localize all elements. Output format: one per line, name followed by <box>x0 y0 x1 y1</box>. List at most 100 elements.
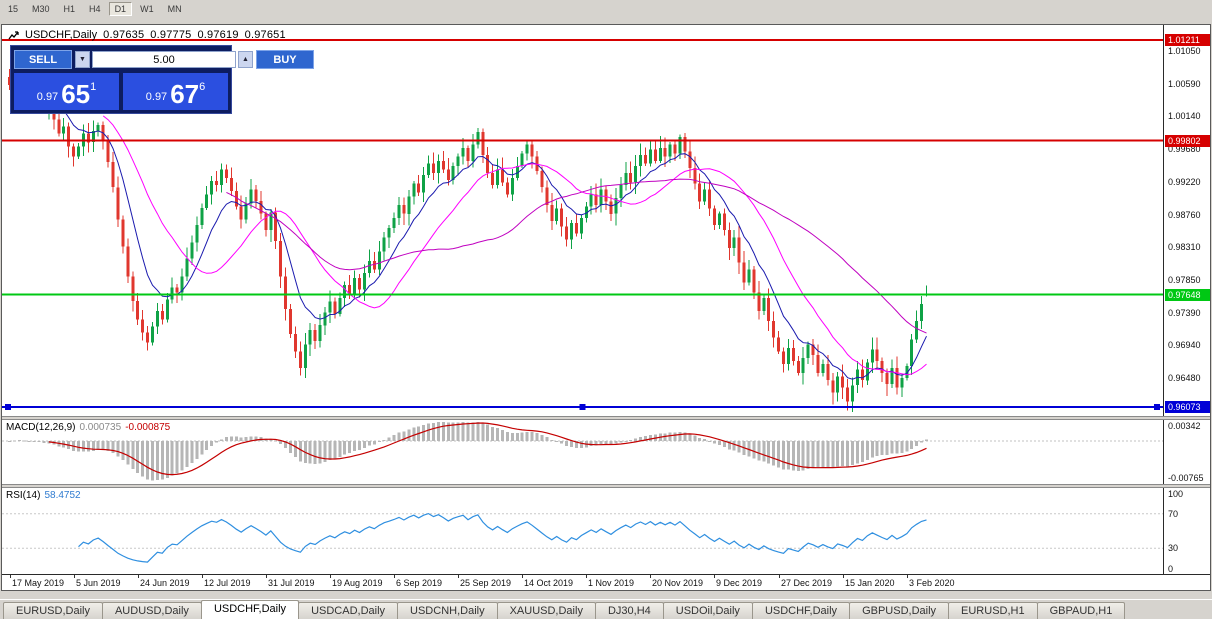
chart-tab-usdcnh-daily[interactable]: USDCNH,Daily <box>397 602 498 619</box>
buy-button[interactable]: BUY <box>256 50 314 69</box>
date-axis-tick <box>779 575 780 578</box>
chart-tab-eurusd-h1[interactable]: EURUSD,H1 <box>948 602 1038 619</box>
timeframe-button-m30[interactable]: M30 <box>32 3 50 14</box>
date-axis-label: 3 Feb 2020 <box>909 578 955 588</box>
volume-increase-button[interactable]: ▲ <box>238 51 253 68</box>
price-axis-tick: 0.96940 <box>1168 340 1201 350</box>
panel-divider[interactable] <box>2 416 1210 420</box>
price-axis-tick: 0.99680 <box>1168 144 1201 154</box>
price-line-badge: 0.96073 <box>1165 401 1210 413</box>
date-axis-tick <box>907 575 908 578</box>
sell-button[interactable]: SELL <box>14 50 72 69</box>
date-axis-label: 5 Jun 2019 <box>76 578 121 588</box>
date-axis-label: 1 Nov 2019 <box>588 578 635 588</box>
chart-tab-usdcad-daily[interactable]: USDCAD,Daily <box>298 602 399 619</box>
ma-line-20[interactable] <box>102 115 927 376</box>
chart-tab-dj30-h4[interactable]: DJ30,H4 <box>594 602 664 619</box>
price-axis-tick: 0.97390 <box>1168 308 1201 318</box>
chart-tab-audusd-daily[interactable]: AUDUSD,Daily <box>101 602 202 619</box>
ma-line-45[interactable] <box>226 178 927 334</box>
chart-tab-gbpaud-h1[interactable]: GBPAUD,H1 <box>1036 602 1126 619</box>
ma-line-9[interactable] <box>48 93 927 380</box>
macd-panel[interactable]: MACD(12,26,9) 0.000735 -0.000875 <box>2 420 1163 484</box>
price-line-badge: 1.01211 <box>1165 34 1210 46</box>
date-axis-label: 25 Sep 2019 <box>460 578 512 588</box>
volume-input[interactable] <box>92 51 236 68</box>
date-axis-tick <box>714 575 715 578</box>
date-axis-label: 24 Jun 2019 <box>140 578 190 588</box>
date-axis-label: 14 Oct 2019 <box>524 578 574 588</box>
timeframe-button-h4[interactable]: H4 <box>89 3 101 14</box>
timeframe-button-h1[interactable]: H1 <box>63 3 76 14</box>
rsi-axis-label: 0 <box>1168 564 1174 574</box>
rsi-axis-label: 70 <box>1168 509 1179 519</box>
line-handle[interactable] <box>1154 404 1160 411</box>
date-axis-label: 17 May 2019 <box>12 578 65 588</box>
price-axis-tick: 0.96480 <box>1168 373 1201 383</box>
date-axis-tick <box>266 575 267 578</box>
date-axis-tick <box>586 575 587 578</box>
price-line-badge: 0.97648 <box>1165 289 1210 301</box>
date-axis-tick <box>458 575 459 578</box>
rsi-label: RSI(14) 58.4752 <box>6 490 81 501</box>
price-axis-tick: 0.97850 <box>1168 275 1201 285</box>
date-axis[interactable]: 17 May 2019 5 Jun 2019 24 Jun 2019 12 Jul 2… <box>2 574 1210 590</box>
symbol-period-label: USDCHF,Daily <box>25 29 98 41</box>
date-axis-label: 31 Jul 2019 <box>268 578 315 588</box>
buy-price-display[interactable]: 0.97 67 6 <box>123 73 228 110</box>
timeframe-button-w1[interactable]: W1 <box>140 3 154 14</box>
ohlc-high: 0.97775 <box>150 29 192 41</box>
ohlc-close: 0.97651 <box>244 29 286 41</box>
rsi-panel[interactable]: RSI(14) 58.4752 <box>2 488 1163 574</box>
date-axis-label: 19 Aug 2019 <box>332 578 383 588</box>
sell-price-display[interactable]: 0.97 65 1 <box>14 73 119 110</box>
line-handle[interactable] <box>5 404 11 411</box>
macd-axis-label: 0.00342 <box>1168 421 1201 431</box>
chart-info: USDCHF,Daily 0.97635 0.97775 0.97619 0.9… <box>8 29 286 41</box>
date-axis-tick <box>394 575 395 578</box>
timeframe-button-15[interactable]: 15 <box>8 3 19 14</box>
macd-label: MACD(12,26,9) 0.000735 -0.000875 <box>6 422 171 433</box>
price-line-badge: 0.99802 <box>1165 135 1210 147</box>
chart-tab-usdoil-daily[interactable]: USDOil,Daily <box>662 602 753 619</box>
macd-axis-label: -0.00765 <box>1168 473 1204 483</box>
date-axis-label: 9 Dec 2019 <box>716 578 763 588</box>
chart-tab-usdchf-daily[interactable]: USDCHF,Daily <box>200 600 300 619</box>
timeframe-button-mn[interactable]: MN <box>167 3 182 14</box>
date-axis-tick <box>330 575 331 578</box>
rsi-axis-label: 100 <box>1168 489 1184 499</box>
price-axis-tick: 1.00590 <box>1168 79 1201 89</box>
date-axis-tick <box>650 575 651 578</box>
rsi-line <box>78 512 927 563</box>
volume-decrease-button[interactable]: ▼ <box>75 51 90 68</box>
price-axis-tick: 0.99220 <box>1168 177 1201 187</box>
date-axis-label: 6 Sep 2019 <box>396 578 443 588</box>
price-axis-tick: 0.98760 <box>1168 210 1201 220</box>
date-axis-tick <box>138 575 139 578</box>
price-axis[interactable]: 1.01211 0.99802 0.97648 0.96073 1.01050 1.005… <box>1163 25 1210 574</box>
macd-signal-line <box>48 422 927 476</box>
rsi-axis-label: 30 <box>1168 543 1179 553</box>
volume-stepper: ▼ ▲ <box>75 51 253 68</box>
price-axis-tick: 1.00140 <box>1168 111 1201 121</box>
date-axis-tick <box>202 575 203 578</box>
date-axis-label: 20 Nov 2019 <box>652 578 704 588</box>
date-axis-label: 12 Jul 2019 <box>204 578 251 588</box>
date-axis-tick <box>522 575 523 578</box>
chart-tab-gbpusd-daily[interactable]: GBPUSD,Daily <box>849 602 950 619</box>
main-chart-area[interactable] <box>2 25 1163 416</box>
chart-tab-eurusd-daily[interactable]: EURUSD,Daily <box>3 602 103 619</box>
line-handle[interactable] <box>579 404 586 411</box>
chart-tab-xauusd-daily[interactable]: XAUUSD,Daily <box>496 602 596 619</box>
chart-tabs-bar: EURUSD,Daily AUDUSD,Daily USDCHF,Daily USDC… <box>0 599 1212 619</box>
price-axis-tick: 1.01050 <box>1168 46 1201 56</box>
panel-divider[interactable] <box>2 484 1210 488</box>
ohlc-open: 0.97635 <box>103 29 145 41</box>
date-axis-tick <box>10 575 11 578</box>
timeframe-button-d1[interactable]: D1 <box>108 1 133 16</box>
date-axis-label: 15 Jan 2020 <box>845 578 895 588</box>
price-axis-tick: 0.98310 <box>1168 242 1201 252</box>
chart-tab-usdchf-daily[interactable]: USDCHF,Daily <box>751 602 851 619</box>
timeframe-toolbar: 15 M30 H1 H4 D1 W1 MN <box>0 0 190 17</box>
